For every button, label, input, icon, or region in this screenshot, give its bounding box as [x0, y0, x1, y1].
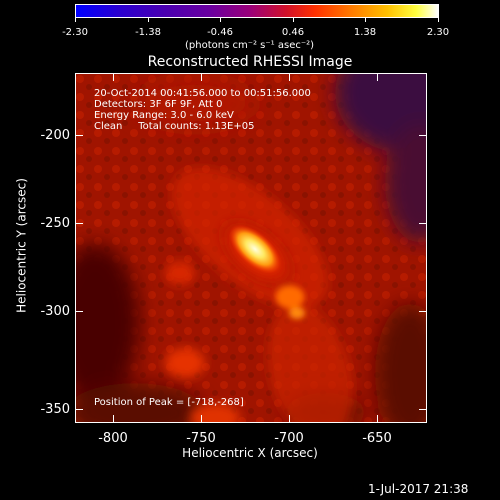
colorbar-tick-label: 2.30: [426, 27, 450, 38]
y-tick-marks: [75, 73, 427, 423]
y-tick-label: -350: [40, 402, 70, 417]
solar-image: [75, 73, 427, 423]
x-tick-label: -750: [186, 431, 216, 446]
colorbar-ticks: [75, 18, 439, 22]
colorbar-tick-label: 1.38: [353, 27, 377, 38]
plot-frame: [75, 73, 427, 423]
plot-title: Reconstructed RHESSI Image: [147, 54, 353, 70]
annotation-energy-range: Energy Range: 3.0 - 6.0 keV: [94, 110, 234, 121]
x-tick-label: -700: [274, 431, 304, 446]
timestamp: 1-Jul-2017 21:38: [368, 482, 469, 496]
colorbar-tick-label: -2.30: [62, 27, 88, 38]
annotation-block: 20-Oct-2014 00:41:56.000 to 00:51:56.000…: [94, 88, 311, 132]
x-axis-label: Heliocentric X (arcsec): [182, 446, 318, 460]
colorbar-tick-label: -1.38: [135, 27, 161, 38]
colorbar: [75, 4, 439, 18]
annotation-time-range: 20-Oct-2014 00:41:56.000 to 00:51:56.000: [94, 88, 311, 99]
y-axis-label: Heliocentric Y (arcsec): [14, 178, 29, 313]
colorbar-unit-label: (photons cm⁻² s⁻¹ asec⁻²): [185, 40, 315, 51]
x-tick-label: -800: [98, 431, 128, 446]
colorbar-tick-label: 0.46: [281, 27, 305, 38]
rhessi-map: [75, 73, 427, 423]
y-tick-label: -300: [40, 304, 70, 319]
x-tick-label: -650: [362, 431, 392, 446]
annotation-detectors: Detectors: 3F 6F 9F, Att 0: [94, 99, 223, 110]
y-tick-label: -250: [40, 216, 70, 231]
x-tick-marks: [75, 73, 427, 423]
emission-peak: [228, 224, 282, 274]
colorbar-tick-label: -0.46: [207, 27, 233, 38]
annotation-total-counts: Clean Total counts: 1.13E+05: [94, 121, 255, 132]
annotation-peak-position: Position of Peak = [-718,-268]: [94, 397, 244, 408]
y-tick-label: -200: [40, 128, 70, 143]
